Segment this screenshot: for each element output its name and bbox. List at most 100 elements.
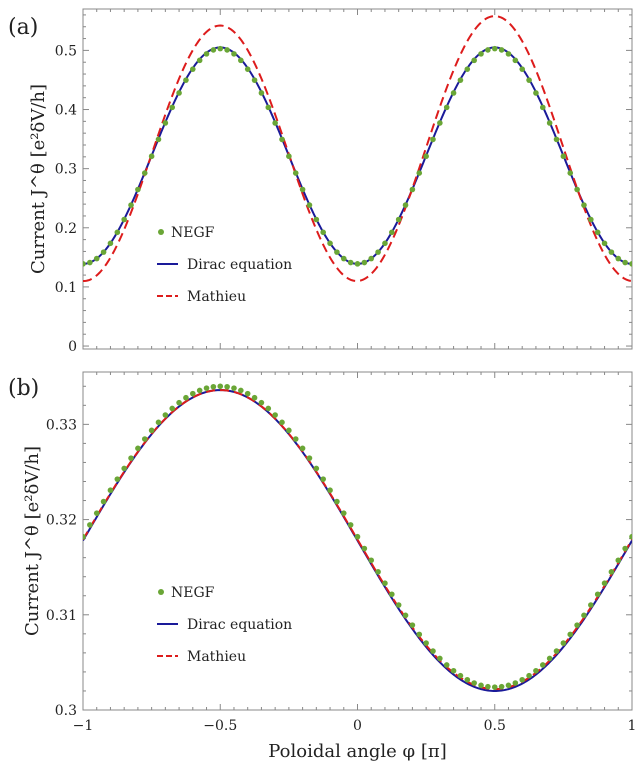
negf-point bbox=[443, 662, 450, 668]
negf-point bbox=[512, 680, 519, 686]
negf-point bbox=[615, 557, 622, 564]
panel-label: (b) bbox=[8, 376, 39, 401]
negf-point bbox=[286, 427, 292, 434]
negf-point bbox=[327, 487, 333, 494]
x-tick-label: 1 bbox=[628, 718, 637, 734]
plot-area bbox=[83, 15, 632, 283]
negf-point bbox=[210, 383, 217, 390]
negf-point bbox=[402, 202, 409, 208]
negf-point bbox=[183, 394, 189, 401]
negf-point bbox=[93, 510, 100, 516]
negf-point bbox=[409, 186, 416, 193]
panel-label: (a) bbox=[8, 15, 38, 40]
negf-point bbox=[210, 47, 217, 53]
negf-point bbox=[292, 436, 299, 442]
y-tick-label: 0.4 bbox=[55, 103, 77, 119]
plot-frame bbox=[82, 8, 633, 350]
negf-point bbox=[135, 186, 141, 193]
negf-point bbox=[539, 104, 546, 111]
negf-point bbox=[272, 120, 278, 126]
negf-point bbox=[141, 436, 148, 442]
negf-point bbox=[553, 648, 560, 654]
negf-point bbox=[437, 120, 443, 126]
negf-point bbox=[546, 120, 553, 126]
negf-point bbox=[238, 387, 244, 394]
negf-point bbox=[588, 216, 594, 223]
negf-point bbox=[354, 533, 361, 540]
negf-point bbox=[114, 476, 121, 482]
negf-point bbox=[100, 249, 107, 255]
x-tick-label: 0.5 bbox=[484, 718, 506, 734]
y-tick-label: 0.3 bbox=[55, 703, 77, 719]
plot-area bbox=[83, 383, 632, 692]
y-tick-label: 0.32 bbox=[46, 513, 77, 529]
negf-point bbox=[83, 533, 86, 540]
negf-point bbox=[299, 186, 306, 193]
panel-b: 0.3 0.31 0.32 0.33 −1 −0.5 0 0.5 1 Poloidal angle… bbox=[8, 371, 637, 762]
dirac-line bbox=[83, 46, 632, 265]
x-tick-label: −0.5 bbox=[203, 718, 237, 734]
negf-point bbox=[560, 640, 567, 646]
negf-point bbox=[190, 66, 196, 72]
negf-point bbox=[594, 591, 601, 598]
negf-point bbox=[533, 90, 539, 96]
negf-point bbox=[594, 229, 601, 236]
negf-point bbox=[169, 104, 176, 111]
negf-point bbox=[244, 390, 251, 397]
negf-point bbox=[389, 229, 395, 236]
negf-point bbox=[601, 240, 608, 247]
negf-point bbox=[409, 622, 416, 628]
negf-point bbox=[244, 66, 251, 72]
negf-point bbox=[83, 261, 86, 267]
negf-point bbox=[526, 672, 532, 679]
mathieu-line bbox=[83, 389, 632, 691]
y-tick-label: 0 bbox=[68, 339, 77, 355]
y-tick-label: 0.33 bbox=[46, 417, 77, 433]
negf-point bbox=[203, 51, 210, 57]
negf-point bbox=[512, 57, 519, 64]
mathieu-line bbox=[83, 15, 632, 283]
negf-point bbox=[340, 510, 347, 516]
x-axis-label: Poloidal angle φ [π] bbox=[268, 741, 446, 762]
negf-point bbox=[533, 667, 539, 674]
negf-point bbox=[121, 465, 127, 472]
negf-point bbox=[107, 240, 114, 247]
negf-point bbox=[217, 383, 224, 390]
negf-point bbox=[368, 255, 375, 262]
negf-point bbox=[423, 640, 429, 646]
negf-point bbox=[567, 170, 574, 176]
negf-point bbox=[292, 170, 299, 176]
negf-point bbox=[155, 136, 162, 143]
negf-point bbox=[203, 385, 210, 391]
negf-point bbox=[464, 676, 471, 683]
negf-point bbox=[601, 580, 608, 587]
negf-point bbox=[231, 385, 237, 391]
y-tick-label: 0.2 bbox=[55, 221, 77, 237]
negf-point bbox=[148, 153, 155, 160]
negf-point bbox=[183, 77, 189, 83]
negf-point bbox=[581, 612, 587, 619]
negf-point bbox=[491, 684, 498, 690]
negf-point bbox=[567, 631, 574, 638]
negf-point bbox=[539, 662, 546, 668]
x-tick-label: 0 bbox=[353, 718, 362, 734]
negf-point bbox=[485, 683, 491, 690]
negf-point bbox=[217, 45, 224, 52]
negf-point bbox=[375, 569, 381, 575]
y-axis-label: Current J^θ [e²δV/h] bbox=[28, 84, 49, 274]
negf-point bbox=[485, 47, 491, 53]
negf-point bbox=[327, 240, 333, 247]
negf-point bbox=[588, 602, 594, 608]
negf-point bbox=[416, 631, 423, 638]
negf-point bbox=[608, 569, 615, 575]
negf-point bbox=[553, 136, 560, 143]
negf-point bbox=[190, 390, 196, 397]
negf-point bbox=[491, 45, 498, 52]
negf-point bbox=[299, 445, 306, 452]
negf-point bbox=[443, 104, 450, 111]
y-tick-label: 0.5 bbox=[55, 43, 77, 59]
negf-point bbox=[265, 104, 272, 111]
negf-point bbox=[437, 655, 443, 662]
y-tick-label: 0.31 bbox=[46, 608, 77, 624]
